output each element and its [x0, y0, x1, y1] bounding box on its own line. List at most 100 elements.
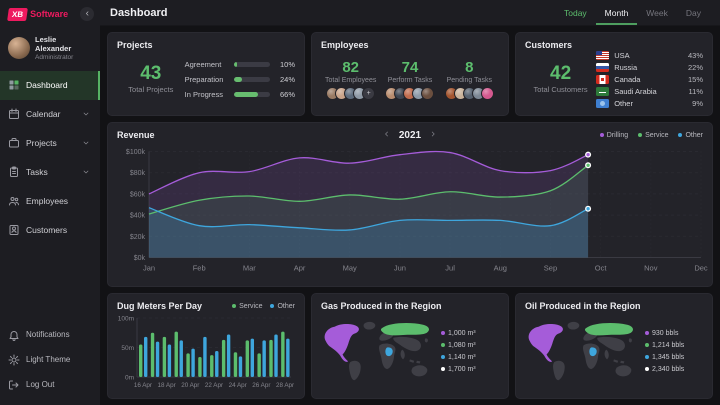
sidebar-item-projects[interactable]: Projects [0, 129, 100, 158]
country-row: Other 9% [596, 98, 703, 108]
sidebar-item-light-theme[interactable]: Light Theme [0, 347, 100, 372]
stat-value: 82 [342, 58, 359, 76]
country-percent: 9% [692, 98, 703, 108]
total-customers-label: Total Customers [533, 85, 588, 95]
legend-dot [645, 331, 649, 335]
svg-text:26 Apr: 26 Apr [252, 382, 270, 389]
card-title: Oil Produced in the Region [525, 301, 641, 311]
flag-icon [596, 50, 610, 60]
oil-map-legend: 930 bbls 1,214 bbls 1,345 bbls 2,340 bbl… [645, 330, 703, 373]
legend-item: Other [270, 303, 295, 310]
svg-text:Jul: Jul [445, 264, 455, 273]
avatar [480, 86, 494, 100]
svg-text:May: May [343, 264, 357, 273]
svg-text:$80k: $80k [130, 170, 146, 177]
gas-produced-card: Gas Produced in the Region 1,000 m³ 1,08… [311, 293, 509, 399]
country-label: USA [614, 50, 630, 60]
chevron-down-icon [82, 139, 90, 147]
legend-item: Drilling [599, 132, 628, 139]
calendar-icon [8, 108, 20, 120]
card-title: Projects [117, 40, 153, 50]
clipboard-icon [8, 166, 20, 178]
dashboard-icon [8, 79, 20, 91]
stat-label: Total Employees [324, 76, 377, 84]
sidebar-collapse-button[interactable] [80, 7, 94, 21]
more-avatars-chip[interactable]: + [362, 86, 376, 100]
progress-row: Agreement 10% [185, 60, 295, 69]
user-name: Leslie Alexander [35, 35, 72, 54]
dug-meters-card: Dug Meters Per Day Service Other 0m 50m 10… [107, 293, 305, 399]
sidebar-item-label: Customers [26, 225, 68, 236]
employees-stat: 8 Pending Tasks [440, 59, 499, 100]
brand: XB Software [0, 0, 100, 27]
legend-dot [678, 133, 683, 137]
svg-text:Feb: Feb [193, 264, 206, 273]
legend-dot [270, 304, 275, 308]
svg-text:28 Apr: 28 Apr [276, 382, 294, 389]
sidebar-item-customers[interactable]: Customers [0, 216, 100, 245]
year-selector: 2021 [383, 130, 437, 141]
progress-bar [233, 61, 270, 67]
progress-percent: 10% [279, 59, 295, 69]
legend-item: 1,700 m³ [441, 366, 499, 373]
sun-icon [8, 354, 20, 366]
sidebar-item-label: Light Theme [26, 355, 71, 364]
avatar-group [385, 86, 435, 100]
country-label: Canada [614, 74, 641, 84]
legend-dot [441, 355, 445, 359]
legend-item: 1,140 m³ [441, 354, 499, 361]
sidebar-footer: Notifications Light Theme Log Out [0, 322, 100, 405]
legend-item: Other [678, 132, 703, 139]
tab-week[interactable]: Week [646, 7, 668, 18]
svg-text:Oct: Oct [595, 264, 608, 273]
sidebar-item-log-out[interactable]: Log Out [0, 372, 100, 397]
chevron-left-icon [84, 9, 91, 20]
legend-dot [638, 133, 643, 137]
employees-card: Employees 82 Total Employees + 74 Perfor… [311, 32, 509, 116]
time-range-tabs: Today Month Week Day [555, 0, 710, 25]
prev-year-button[interactable] [383, 130, 391, 141]
svg-text:Sep: Sep [544, 264, 557, 273]
country-percent: 43% [687, 50, 703, 60]
tab-day[interactable]: Day [685, 7, 701, 18]
sidebar-item-label: Calendar [26, 109, 61, 120]
sidebar-nav: Dashboard Calendar Projects Tasks Employ… [0, 70, 100, 245]
sidebar-item-tasks[interactable]: Tasks [0, 158, 100, 187]
legend-item: Service [232, 303, 262, 310]
logout-icon [8, 379, 20, 391]
chevron-down-icon [82, 110, 90, 118]
gas-map-legend: 1,000 m³ 1,080 m³ 1,140 m³ 1,700 m³ [441, 330, 499, 373]
sidebar-item-dashboard[interactable]: Dashboard [0, 70, 100, 100]
progress-bar [233, 76, 270, 82]
sidebar-item-calendar[interactable]: Calendar [0, 100, 100, 129]
user-profile[interactable]: Leslie Alexander Administrator [0, 27, 100, 71]
tab-month[interactable]: Month [595, 0, 638, 25]
stat-label: Perform Tasks [387, 76, 433, 84]
svg-text:0m: 0m [125, 374, 134, 381]
employees-stat: 74 Perform Tasks [380, 59, 439, 100]
flag-icon [596, 62, 610, 72]
oil-world-map [528, 321, 634, 381]
country-label: Saudi Arabia [614, 86, 657, 96]
main-area: Dashboard Today Month Week Day Projects … [100, 0, 720, 405]
next-year-button[interactable] [429, 130, 437, 141]
progress-label: Agreement [184, 59, 222, 69]
tab-today[interactable]: Today [563, 7, 587, 18]
user-role: Administrator [35, 53, 74, 61]
stat-value: 8 [465, 58, 474, 76]
sidebar-item-label: Notifications [26, 330, 70, 339]
country-row: USA 43% [596, 50, 703, 60]
country-percent: 15% [687, 74, 703, 84]
sidebar-item-employees[interactable]: Employees [0, 187, 100, 216]
avatar [421, 86, 435, 100]
dashboard-content: Projects 43 Total Projects Agreement 10% [100, 26, 720, 405]
chevron-down-icon [82, 168, 90, 176]
customers-card: Customers 42 Total Customers USA 43% [515, 32, 713, 116]
legend-item: 1,000 m³ [441, 330, 499, 337]
id-card-icon [8, 224, 20, 236]
svg-text:Mar: Mar [243, 264, 256, 273]
sidebar-item-label: Dashboard [26, 80, 68, 91]
svg-text:Nov: Nov [644, 264, 658, 273]
sidebar-item-notifications[interactable]: Notifications [0, 322, 100, 347]
stat-label: Pending Tasks [446, 76, 493, 84]
